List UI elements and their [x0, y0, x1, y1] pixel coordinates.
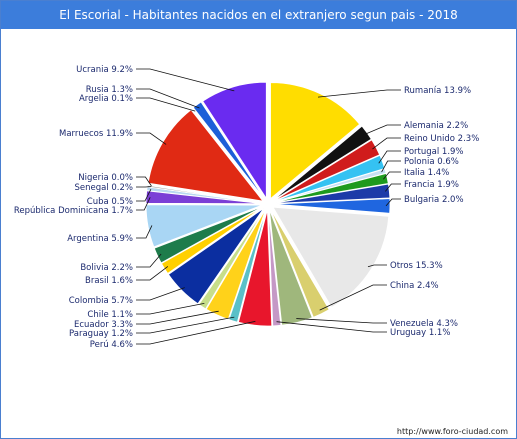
pie-slice-alemania: [272, 125, 372, 201]
leader-line-portugal: [378, 150, 401, 164]
leader-line-china: [319, 284, 387, 311]
slice-label-peru: Perú 4.6%: [90, 340, 133, 350]
leader-line-polonia: [381, 160, 401, 173]
pie-slice-ecuador: [205, 209, 266, 320]
slice-label-ecuador: Ecuador 3.3%: [74, 320, 133, 330]
pie-slice-republica-dominicana: [145, 190, 263, 205]
slice-label-reino-unido: Reino Unido 2.3%: [404, 134, 479, 144]
slice-label-alemania: Alemania 2.2%: [404, 121, 468, 131]
pie-slice-venezuela: [269, 209, 313, 326]
pie-slice-bolivia: [153, 206, 263, 264]
leader-line-italia: [383, 171, 401, 180]
slice-label-francia: Francia 1.9%: [404, 180, 459, 190]
leader-line-ecuador: [136, 310, 219, 325]
leader-line-argelia: [136, 97, 196, 112]
leader-line-chile: [136, 302, 205, 315]
leader-line-rumania: [317, 89, 401, 98]
pie-slices: [145, 81, 391, 327]
pie-slice-reino-unido: [273, 139, 381, 202]
leader-line-reino-unido: [372, 137, 401, 150]
pie-slice-peru: [237, 209, 273, 327]
slice-label-cuba: Cuba 0.5%: [87, 197, 133, 207]
slice-label-italia: Italia 1.4%: [404, 168, 449, 178]
slice-label-rusia: Rusia 1.3%: [86, 85, 133, 95]
leader-line-cuba: [136, 189, 152, 202]
leader-line-argentina: [136, 225, 153, 239]
slice-label-otros: Otros 15.3%: [390, 261, 443, 271]
slice-label-colombia: Colombia 5.7%: [69, 296, 133, 306]
leader-line-uruguay: [276, 321, 387, 333]
pie-slice-argentina: [145, 204, 263, 248]
slice-labels: Rumanía 13.9% Alemania 2.2% Reino Unido 2.…: [14, 65, 479, 350]
leader-line-rusia: [136, 88, 200, 109]
leader-line-bulgaria: [385, 198, 401, 207]
slice-label-paraguay: Paraguay 1.2%: [69, 329, 133, 339]
leader-line-peru: [136, 320, 256, 345]
pie-slice-paraguay: [228, 209, 267, 323]
pie-slice-rumania: [270, 82, 361, 200]
leader-line-ucrania: [136, 68, 235, 92]
slice-label-bolivia: Bolivia 2.2%: [80, 263, 133, 273]
chart-title: El Escorial - Habitantes nacidos en el e…: [1, 1, 516, 29]
leader-line-alemania: [363, 124, 401, 136]
pie-slice-bulgaria: [273, 198, 391, 214]
leader-line-nigeria: [136, 176, 152, 187]
leader-line-republica-dominicana: [136, 197, 151, 211]
leader-line-brasil: [136, 266, 169, 281]
pie-slice-italia: [273, 172, 389, 204]
slice-label-argentina: Argentina 5.9%: [67, 234, 133, 244]
pie-slice-ucrania: [202, 81, 267, 200]
slice-label-argelia: Argelia 0.1%: [79, 94, 133, 104]
pie-slice-francia: [273, 183, 391, 204]
slice-label-brasil: Brasil 1.6%: [85, 276, 133, 286]
slice-label-ucrania: Ucrania 9.2%: [76, 65, 133, 75]
slice-label-chile: Chile 1.1%: [87, 310, 133, 320]
slice-label-china: China 2.4%: [390, 281, 439, 291]
pie-slice-portugal: [273, 154, 386, 203]
pie-slice-china: [270, 209, 330, 318]
leader-line-marruecos: [136, 132, 167, 145]
leader-line-paraguay: [136, 316, 235, 334]
pie-slice-rusia: [192, 101, 265, 200]
pie-slice-colombia: [167, 207, 265, 305]
slice-label-senegal: Senegal 0.2%: [74, 183, 133, 193]
leader-line-colombia: [136, 287, 185, 301]
leader-lines: [136, 68, 401, 345]
slice-label-bulgaria: Bulgaria 2.0%: [404, 195, 464, 205]
slice-label-polonia: Polonia 0.6%: [404, 157, 459, 167]
pie-slice-uruguay: [268, 209, 282, 327]
slice-label-marruecos: Marruecos 11.9%: [59, 129, 133, 139]
leader-line-venezuela: [296, 318, 387, 324]
source-url: http://www.foro-ciudad.com: [396, 427, 508, 436]
slice-label-uruguay: Uruguay 1.1%: [390, 328, 450, 338]
slice-label-rumania: Rumanía 13.9%: [404, 86, 471, 96]
pie-slice-otros: [272, 206, 390, 308]
leader-line-otros: [367, 264, 387, 268]
slice-label-republica-dominicana: República Dominicana 1.7%: [14, 206, 133, 216]
slice-label-nigeria: Nigeria 0.0%: [78, 173, 133, 183]
slice-label-venezuela: Venezuela 4.3%: [390, 319, 458, 329]
leader-line-bolivia: [136, 253, 162, 268]
leader-line-francia: [385, 183, 401, 192]
slice-label-portugal: Portugal 1.9%: [404, 147, 464, 157]
